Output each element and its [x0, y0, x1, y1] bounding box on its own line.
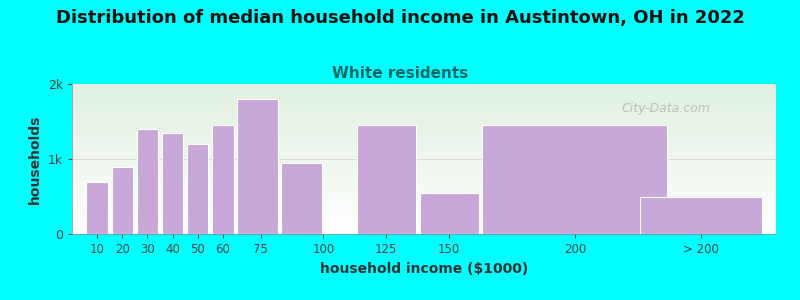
- Text: Distribution of median household income in Austintown, OH in 2022: Distribution of median household income …: [55, 9, 745, 27]
- Text: City-Data.com: City-Data.com: [621, 102, 710, 115]
- Bar: [86, 182, 108, 234]
- Text: White residents: White residents: [332, 66, 468, 81]
- Bar: [640, 196, 762, 234]
- Bar: [137, 129, 158, 234]
- X-axis label: household income ($1000): household income ($1000): [320, 262, 528, 276]
- Bar: [162, 133, 183, 234]
- Bar: [111, 167, 133, 234]
- Bar: [187, 144, 208, 234]
- Bar: [238, 99, 278, 234]
- Bar: [482, 125, 667, 234]
- Bar: [357, 125, 416, 234]
- Y-axis label: households: households: [28, 114, 42, 204]
- Bar: [282, 163, 322, 234]
- Bar: [419, 193, 478, 234]
- Bar: [212, 125, 234, 234]
